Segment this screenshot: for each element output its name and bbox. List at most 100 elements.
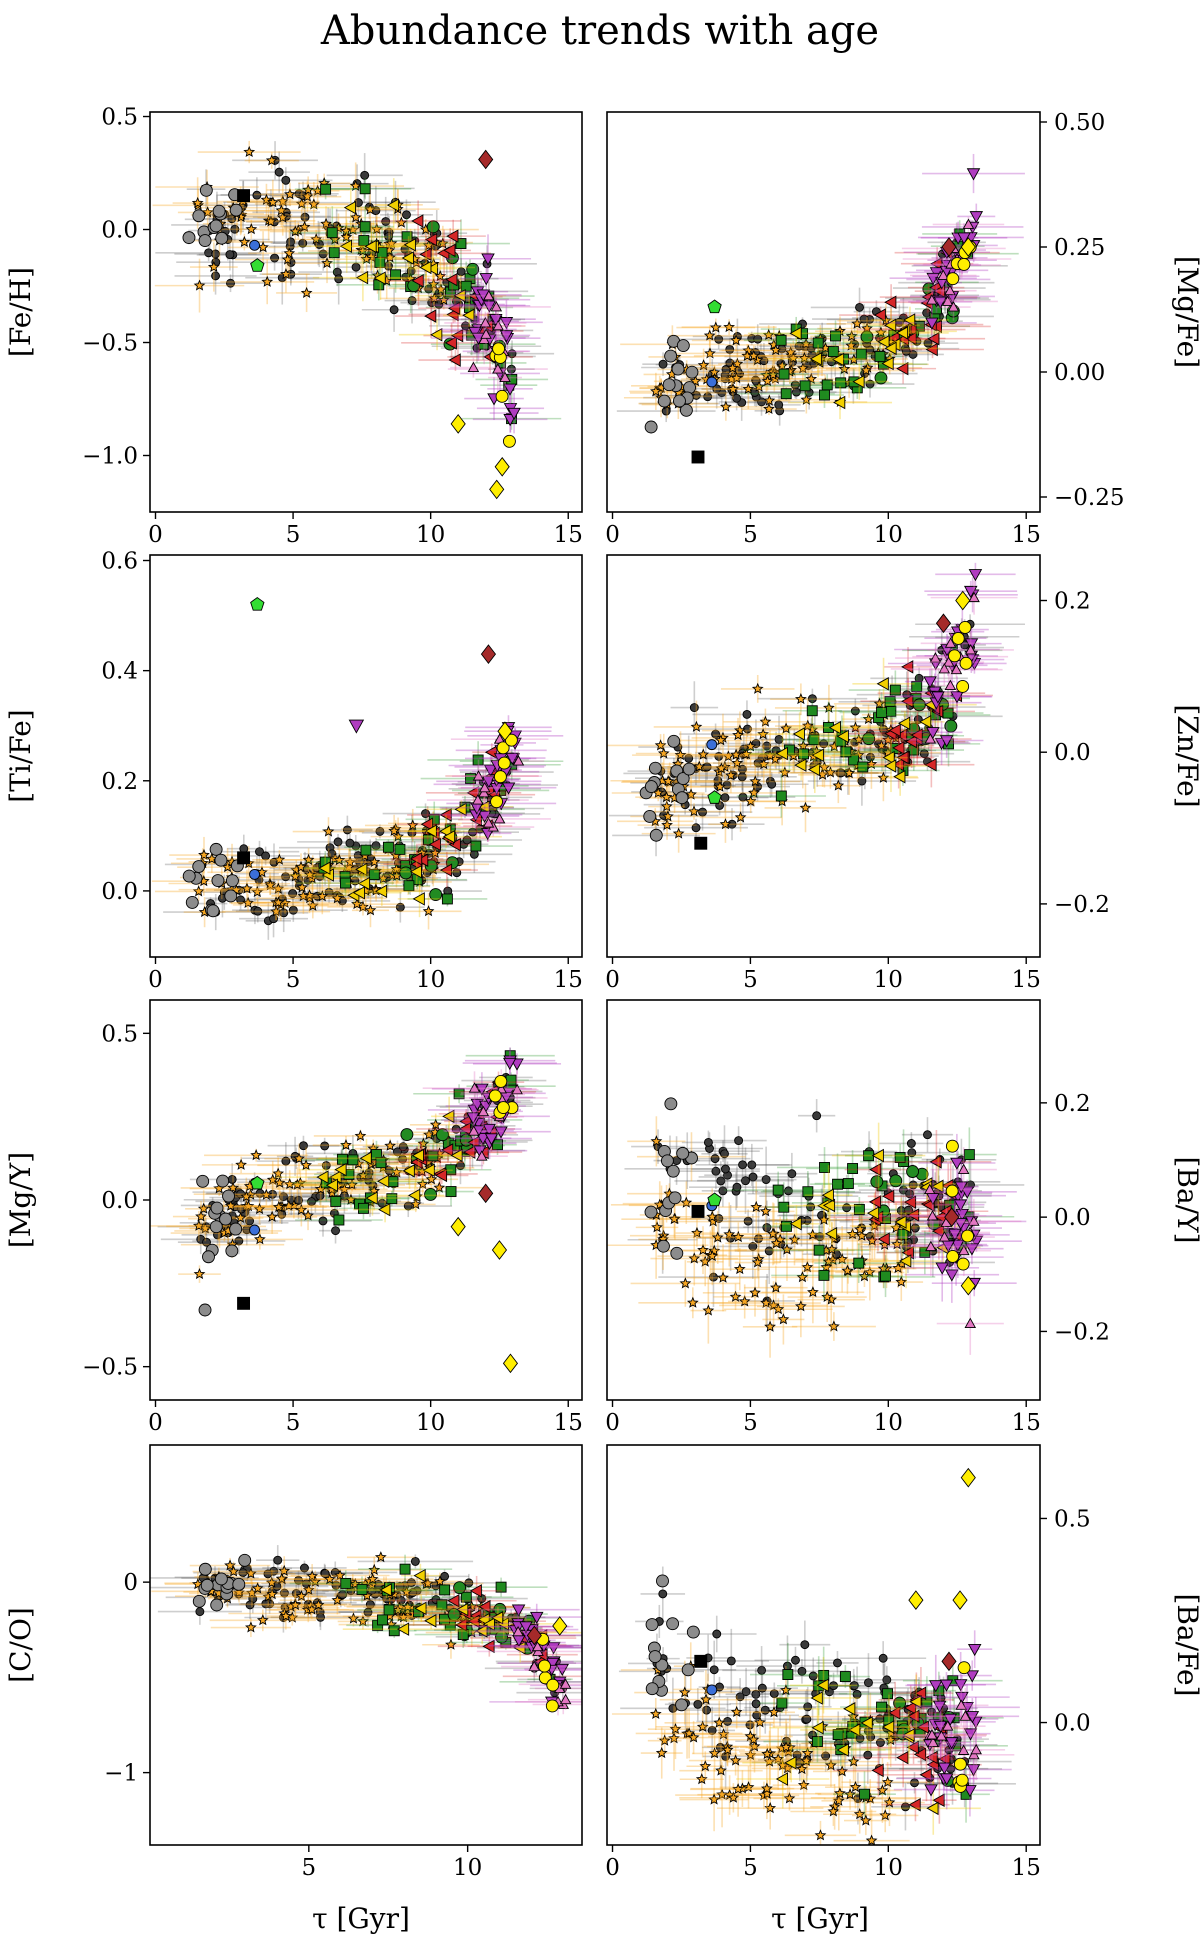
data-point-gray — [819, 739, 829, 749]
data-point-green — [470, 840, 482, 852]
data-point-orange — [841, 1264, 854, 1276]
data-point-yellow — [957, 257, 971, 271]
data-point-orange — [417, 1137, 430, 1149]
data-point-gray — [703, 392, 713, 402]
data-point-young — [673, 394, 686, 408]
data-point-orange — [198, 848, 210, 861]
highlight-point-yellow — [491, 1240, 508, 1260]
data-point-orange — [272, 1167, 285, 1179]
data-point-gray — [375, 826, 385, 836]
data-point-yellowtri — [897, 716, 911, 731]
data-point-gray — [255, 847, 264, 857]
data-point-gray — [324, 887, 334, 897]
data-point-green — [855, 348, 867, 360]
data-point-orange — [207, 260, 220, 273]
data-point-magenta — [466, 1112, 480, 1125]
data-point-orange — [191, 196, 204, 209]
data-point-orange — [866, 1234, 879, 1246]
plot-area — [150, 1047, 562, 1374]
data-point-green — [781, 1220, 792, 1232]
data-point-yellow — [495, 389, 509, 403]
data-point-pink — [478, 333, 490, 344]
data-point-orange — [349, 179, 362, 192]
data-point-green — [889, 684, 901, 696]
data-point-orange — [672, 827, 685, 839]
data-point-orange — [272, 1200, 285, 1213]
data-point-orange — [322, 825, 335, 837]
data-point-yellowtri — [355, 270, 369, 285]
data-point-pink — [468, 1082, 481, 1093]
data-point-pink — [478, 781, 491, 793]
data-point-orange — [240, 1190, 253, 1202]
data-point-yellowtri — [386, 198, 400, 212]
data-point-gray — [923, 338, 933, 348]
data-point-red — [451, 328, 464, 343]
data-point-orange — [715, 762, 728, 774]
data-point-green — [778, 1201, 790, 1213]
data-point-orange — [845, 339, 857, 351]
data-point-orange — [891, 1238, 903, 1250]
data-point-gray — [919, 749, 929, 759]
data-point-pink — [499, 371, 511, 383]
data-point-yellowtri — [442, 1109, 455, 1124]
data-point-young — [649, 828, 663, 842]
data-point-gray — [407, 828, 417, 838]
data-point-orange — [428, 292, 441, 304]
data-point-orange — [427, 278, 440, 290]
data-point-gray — [721, 1164, 730, 1174]
data-point-green — [911, 680, 923, 692]
data-point-magenta — [494, 1126, 508, 1139]
data-point-orange — [836, 1253, 849, 1265]
x-tick-label: 5 — [286, 967, 301, 993]
data-point-orange — [295, 197, 308, 209]
data-point-green — [840, 746, 852, 758]
data-point-green — [460, 280, 472, 292]
data-point-yellow — [493, 770, 507, 784]
data-point-yellow — [948, 649, 961, 663]
data-point-red — [439, 808, 452, 822]
data-point-yellowtri — [401, 251, 414, 265]
data-point-greenc — [429, 888, 443, 902]
data-point-red — [458, 1122, 471, 1136]
data-point-orange — [416, 1178, 429, 1190]
data-point-gray — [407, 296, 417, 306]
data-point-orange — [788, 1233, 801, 1245]
data-point-red — [910, 728, 923, 742]
data-point-red — [904, 734, 918, 749]
data-point-orange — [849, 721, 862, 733]
data-point-pink — [472, 770, 485, 781]
highlight-point-lime-pentagon — [250, 597, 265, 611]
data-point-gray — [711, 1166, 721, 1176]
data-point-orange — [303, 868, 316, 880]
data-point-pink — [467, 361, 480, 372]
data-point-gray — [230, 224, 240, 234]
x-tick-label: 10 — [874, 967, 903, 993]
y-tick-label: −0.25 — [1054, 485, 1124, 511]
data-point-gray — [398, 1142, 408, 1152]
data-point-gray — [461, 321, 470, 331]
data-point-orange — [310, 233, 323, 245]
data-point-orange — [711, 1231, 724, 1243]
data-point-magenta — [966, 168, 981, 181]
data-point-orange — [306, 899, 319, 911]
data-point-orange — [862, 712, 875, 725]
data-point-gray — [288, 889, 298, 898]
data-point-orange — [738, 1295, 751, 1307]
y-tick-label: 0.2 — [101, 769, 138, 795]
data-point-yellowtri — [828, 720, 841, 735]
data-point-yellowtri — [419, 260, 432, 275]
data-point-gray — [709, 1272, 718, 1282]
data-point-orange — [651, 1221, 663, 1233]
data-point-yellowtri — [412, 892, 425, 906]
data-point-green — [857, 761, 869, 773]
data-point-green — [818, 1269, 830, 1281]
data-point-gray — [691, 823, 701, 833]
data-point-yellow — [502, 434, 516, 448]
data-point-pink — [937, 269, 950, 280]
data-point-orange — [657, 747, 670, 759]
data-point-yellowtri — [794, 758, 807, 772]
data-point-young — [185, 895, 199, 909]
data-point-orange — [726, 361, 739, 374]
data-point-red — [892, 741, 905, 755]
data-point-yellowtri — [831, 352, 845, 367]
